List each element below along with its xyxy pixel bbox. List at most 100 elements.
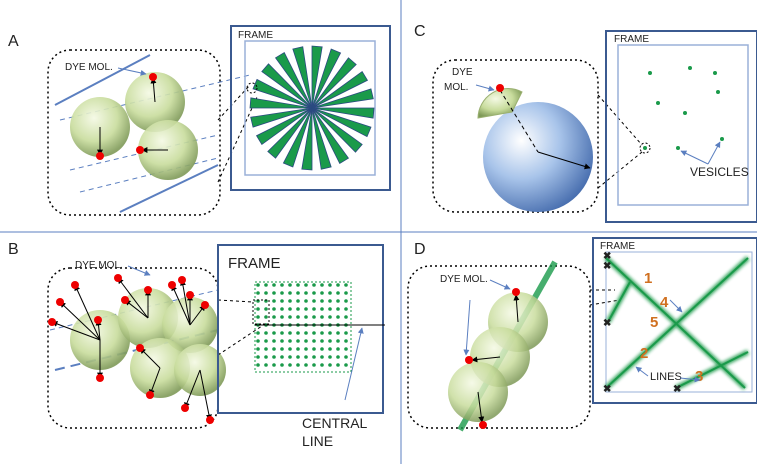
grid-dot (344, 331, 348, 335)
grid-dot (296, 363, 300, 367)
dye-dot (96, 374, 104, 382)
grid-dot (280, 355, 284, 359)
grid-dot (320, 347, 324, 351)
grid-dot (320, 331, 324, 335)
grid-dot (264, 339, 268, 343)
grid-dot (280, 283, 284, 287)
dye-dot (71, 281, 79, 289)
dye-dot (146, 391, 154, 399)
grid-dot (296, 299, 300, 303)
grid-dot (280, 363, 284, 367)
grid-dot (336, 363, 340, 367)
grid-dot (312, 299, 316, 303)
dye-dot (168, 281, 176, 289)
grid-dot (328, 315, 332, 319)
grid-dot (328, 299, 332, 303)
grid-dot (272, 331, 276, 335)
grid-dot (320, 315, 324, 319)
grid-dot (344, 299, 348, 303)
grid-dot (296, 355, 300, 359)
svg-text:✖: ✖ (603, 261, 611, 272)
grid-dot (328, 307, 332, 311)
grid-dot (320, 307, 324, 311)
grid-dot (272, 291, 276, 295)
grid-dot (288, 355, 292, 359)
frame-label: FRAME (614, 34, 649, 45)
grid-dot (312, 363, 316, 367)
grid-dot (264, 347, 268, 351)
grid-dot (272, 283, 276, 287)
grid-dot (344, 355, 348, 359)
dye-dot (48, 318, 56, 326)
grid-dot (288, 283, 292, 287)
grid-dot (296, 307, 300, 311)
dye-label: DYE MOL. (65, 62, 113, 73)
dye-dot (186, 291, 194, 299)
figure: A DYE MOL. FRAME C DYE MOL. (0, 0, 757, 464)
dye-label: MOL. (444, 82, 468, 93)
grid-dot (256, 363, 260, 367)
grid-dot (304, 331, 308, 335)
panel-label: A (8, 33, 19, 50)
vesicles-label: VESICLES (690, 165, 749, 179)
grid-dot (336, 339, 340, 343)
grid-dot (336, 299, 340, 303)
dye-dot (181, 404, 189, 412)
grid-dot (280, 291, 284, 295)
grid-dot (328, 339, 332, 343)
grid-box (255, 282, 351, 372)
grid-dot (320, 363, 324, 367)
grid-dot (264, 291, 268, 295)
grid-dot (272, 347, 276, 351)
grid-dot (288, 339, 292, 343)
dye-dot (201, 301, 209, 309)
grid-dot (272, 339, 276, 343)
line-number: 3 (695, 368, 703, 385)
line-number: 5 (650, 314, 658, 331)
grid-dot (280, 315, 284, 319)
grid-dot (320, 283, 324, 287)
grid-dot (304, 363, 308, 367)
grid-dot (344, 283, 348, 287)
grid-dot (336, 307, 340, 311)
grid-dot (312, 307, 316, 311)
grid-dot (320, 355, 324, 359)
grid-dot (320, 339, 324, 343)
grid-dot (296, 339, 300, 343)
grid-dot (280, 299, 284, 303)
panel-a: A DYE MOL. FRAME (8, 26, 390, 215)
grid-dot (336, 315, 340, 319)
grid-dot (256, 283, 260, 287)
grid-dot (296, 315, 300, 319)
grid-dot (256, 339, 260, 343)
grid-dot (264, 355, 268, 359)
grid-dot (344, 307, 348, 311)
svg-text:✖: ✖ (603, 384, 611, 395)
grid-dot (256, 315, 260, 319)
dye-dot (94, 316, 102, 324)
grid-dot (304, 307, 308, 311)
grid-dot (264, 363, 268, 367)
grid-dot (328, 347, 332, 351)
dye-dot (136, 344, 144, 352)
grid-dot (344, 347, 348, 351)
grid-dot (344, 339, 348, 343)
line-number: 4 (660, 294, 669, 311)
dye-label: DYE (452, 67, 473, 78)
grid-dot (288, 291, 292, 295)
grid-dot (304, 339, 308, 343)
grid-dot (304, 347, 308, 351)
grid-dot (328, 355, 332, 359)
line-number: 1 (644, 270, 652, 287)
grid-dot (304, 291, 308, 295)
grid-dot (312, 315, 316, 319)
grid-dot (320, 291, 324, 295)
grid-dot (344, 363, 348, 367)
dye-dot (178, 276, 186, 284)
grid-dot (296, 347, 300, 351)
grid-dot (312, 331, 316, 335)
central-label: LINE (302, 433, 333, 449)
grid-dot (272, 299, 276, 303)
line-number: 2 (640, 345, 648, 362)
grid-dot (304, 283, 308, 287)
